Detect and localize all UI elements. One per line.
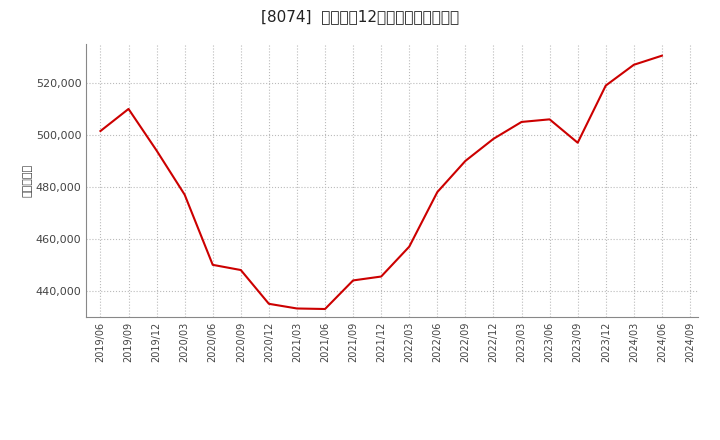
Text: [8074]  売上高の12か月移動合計の推移: [8074] 売上高の12か月移動合計の推移: [261, 9, 459, 24]
Y-axis label: （百万円）: （百万円）: [23, 164, 33, 197]
